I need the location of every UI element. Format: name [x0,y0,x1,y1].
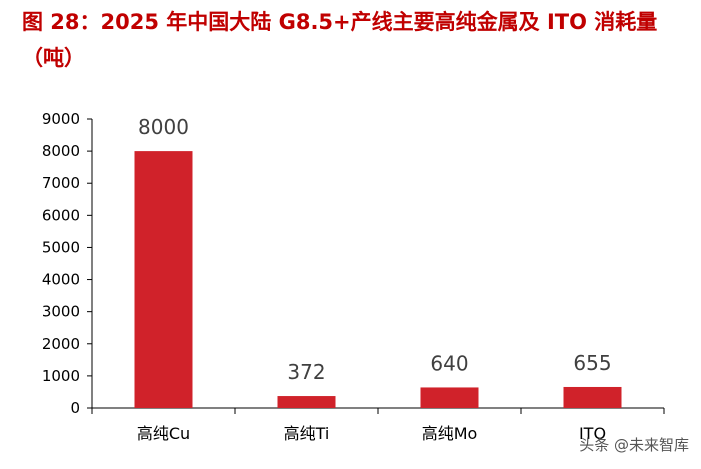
y-tick-label: 5000 [42,238,80,256]
x-axis: 高纯Cu 高纯Ti 高纯Mo ITO [91,407,665,443]
x-tick-label: 高纯Ti [284,424,330,443]
y-tick-label: 4000 [42,271,80,289]
data-labels: 8000 372 640 655 [138,115,612,384]
bars [134,151,622,408]
y-tick-label: 0 [70,399,80,417]
data-label: 8000 [138,115,189,139]
x-tick-label: 高纯Cu [137,424,190,443]
y-tick-label: 7000 [42,174,80,192]
x-tick-label: 高纯Mo [422,424,478,443]
y-tick-label: 3000 [42,303,80,321]
chart-title: 图 28：2025 年中国大陆 G8.5+产线主要高纯金属及 ITO 消耗量（吨… [22,10,658,70]
y-tick-label: 8000 [42,142,80,160]
y-tick-label: 6000 [42,206,80,224]
bar [277,396,336,408]
bar [563,386,622,408]
y-tick-label: 2000 [42,335,80,353]
watermark: 头条 @未来智库 [579,436,689,454]
y-axis: 0 1000 2000 3000 4000 5000 6000 7000 8000 9000 [42,110,93,417]
x-tick-label: ITO [579,424,606,443]
data-label: 372 [287,360,325,384]
bar [420,387,479,408]
data-label: 655 [573,351,611,375]
data-label: 640 [430,351,468,375]
y-tick-label: 9000 [42,110,80,128]
bar [134,151,193,408]
y-tick-label: 1000 [42,367,80,385]
